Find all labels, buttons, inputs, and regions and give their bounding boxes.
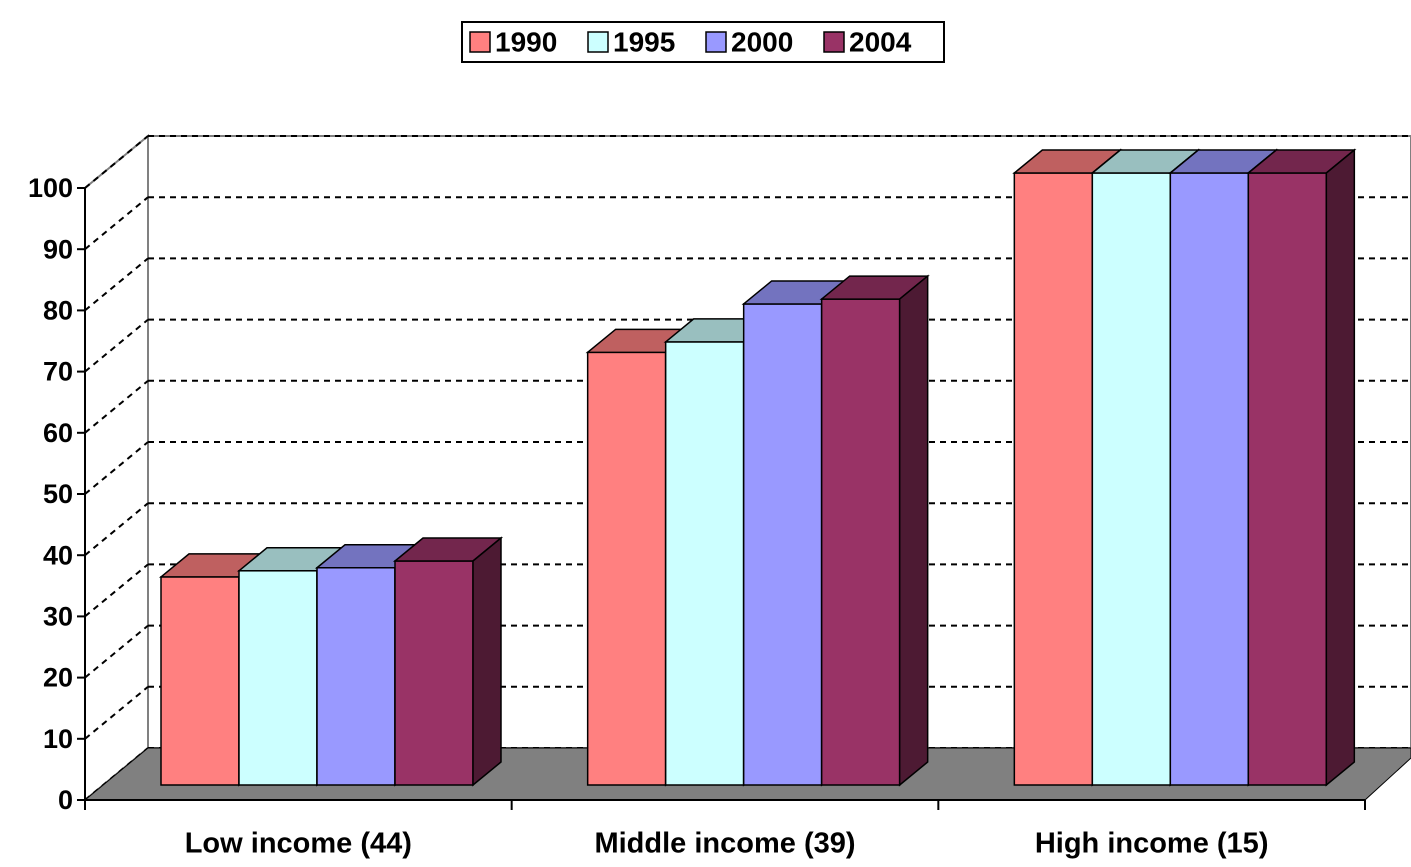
bar	[1247, 172, 1328, 786]
bar	[316, 566, 396, 786]
bar	[238, 570, 318, 786]
legend-label: 1990	[495, 26, 557, 57]
y-tick-label: 20	[43, 663, 73, 693]
bar-side	[898, 274, 929, 787]
y-tick-label: 50	[43, 479, 73, 509]
grid-line	[84, 441, 149, 495]
x-tick-label: Low income (44)	[185, 828, 412, 860]
y-tick-label: 40	[43, 540, 73, 570]
grid-line	[84, 380, 149, 434]
legend-swatch	[587, 31, 609, 53]
bar-side	[472, 536, 502, 787]
grid-line	[84, 318, 149, 373]
grid-line	[84, 196, 149, 250]
legend-box	[461, 21, 945, 63]
bar	[160, 576, 240, 786]
legend-label: 2004	[849, 26, 912, 57]
y-tick-label: 90	[43, 234, 73, 264]
bar	[742, 303, 823, 786]
bar	[820, 298, 901, 786]
legend-label: 2000	[731, 26, 793, 57]
legend-swatch	[469, 31, 491, 53]
bar-side	[1325, 148, 1356, 787]
grid-line	[84, 257, 149, 312]
bar	[1013, 172, 1094, 786]
y-tick-label: 100	[28, 173, 73, 203]
grid-line	[84, 135, 149, 189]
y-tick-label: 10	[43, 724, 73, 754]
y-tick-label: 0	[58, 785, 73, 815]
legend-swatch	[823, 31, 845, 53]
y-tick-label: 70	[43, 357, 73, 387]
bar	[1169, 172, 1250, 786]
grid-line	[84, 502, 149, 556]
bar	[586, 351, 667, 786]
legend-label: 1995	[613, 26, 675, 57]
side-wall	[84, 133, 149, 803]
bar	[394, 560, 474, 786]
bar	[664, 341, 745, 786]
bar	[1091, 172, 1172, 786]
legend-swatch	[705, 31, 727, 53]
y-tick-label: 60	[43, 418, 73, 448]
x-tick-label: High income (15)	[1035, 828, 1269, 860]
grid-line	[84, 624, 149, 679]
grid-line	[84, 563, 149, 618]
x-tick-label: Middle income (39)	[594, 828, 855, 860]
y-tick-label: 30	[43, 602, 73, 632]
grid-line	[84, 686, 149, 740]
y-tick-label: 80	[43, 296, 73, 326]
